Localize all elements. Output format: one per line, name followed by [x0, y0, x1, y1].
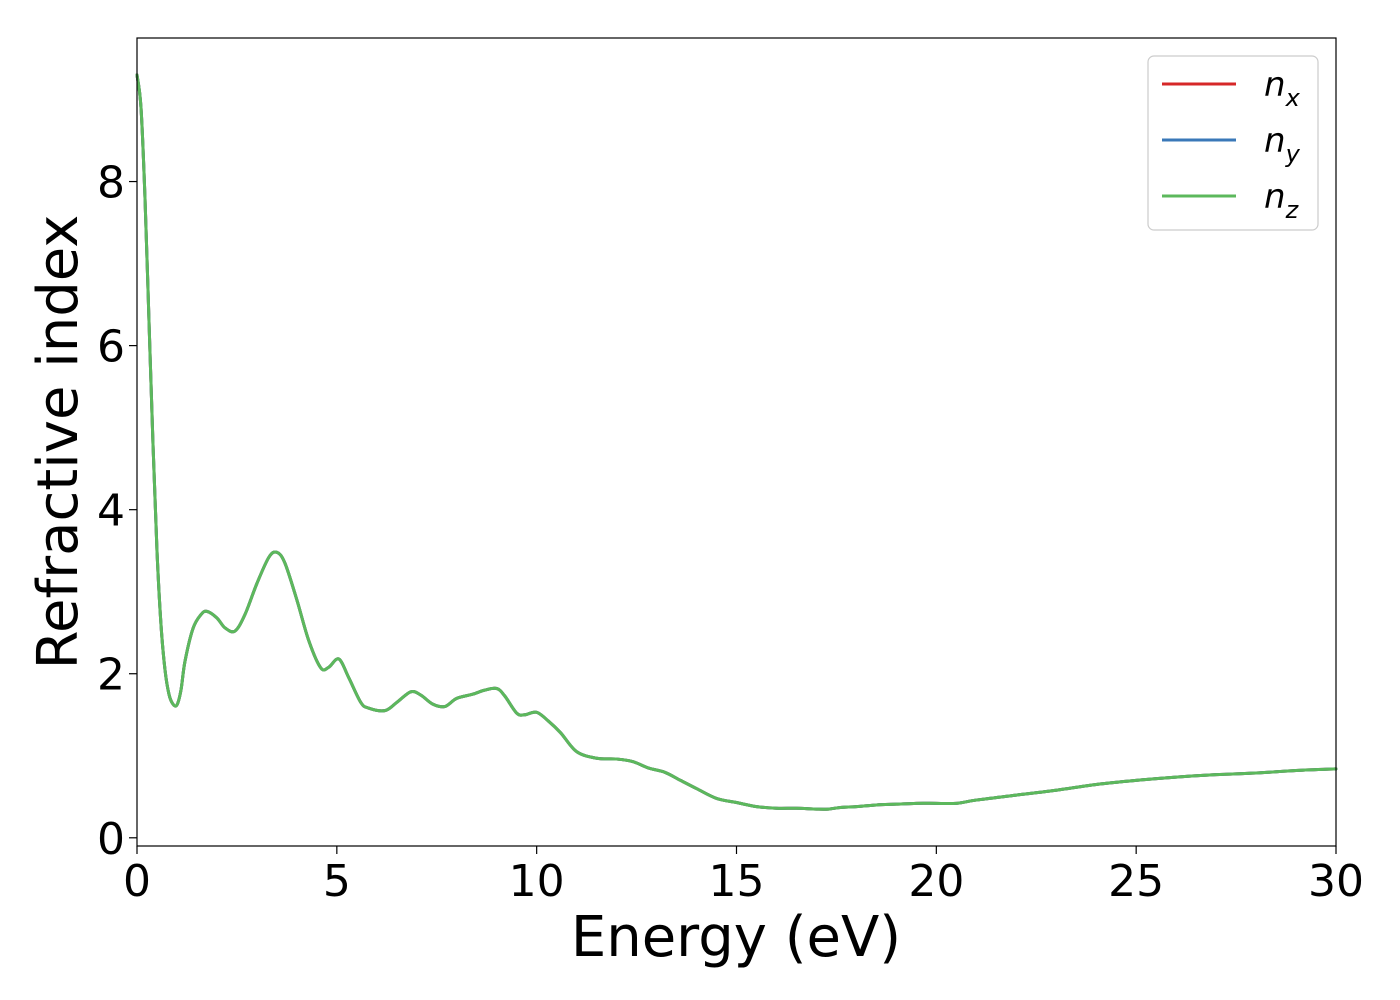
x-tick-label: 25: [1108, 856, 1164, 907]
x-axis-ticks: 0 5 10 15 20 25 30: [123, 846, 1364, 907]
legend: nx ny nz: [1147, 55, 1319, 231]
series-layer: [135, 73, 1338, 811]
x-tick-label: 30: [1308, 856, 1364, 907]
x-axis-label: Energy (eV): [571, 905, 901, 970]
y-axis-label: Refractive index: [26, 215, 91, 670]
y-tick-label: 4: [97, 486, 125, 537]
y-tick-label: 8: [97, 158, 125, 209]
x-tick-label: 15: [709, 856, 765, 907]
y-axis-ticks: 0 2 4 6 8: [97, 158, 137, 865]
y-tick-label: 6: [97, 322, 125, 373]
x-tick-label: 5: [323, 856, 351, 907]
y-tick-label: 0: [97, 814, 125, 865]
series-line-n-z: [135, 73, 1338, 811]
legend-label-nx: nx: [1264, 65, 1301, 112]
x-tick-label: 0: [123, 856, 151, 907]
legend-box: [1147, 55, 1319, 231]
legend-label-nz: nz: [1264, 177, 1300, 224]
y-tick-label: 2: [97, 650, 125, 701]
legend-label-ny: ny: [1264, 121, 1301, 168]
x-tick-label: 10: [509, 856, 565, 907]
x-tick-label: 20: [908, 856, 964, 907]
